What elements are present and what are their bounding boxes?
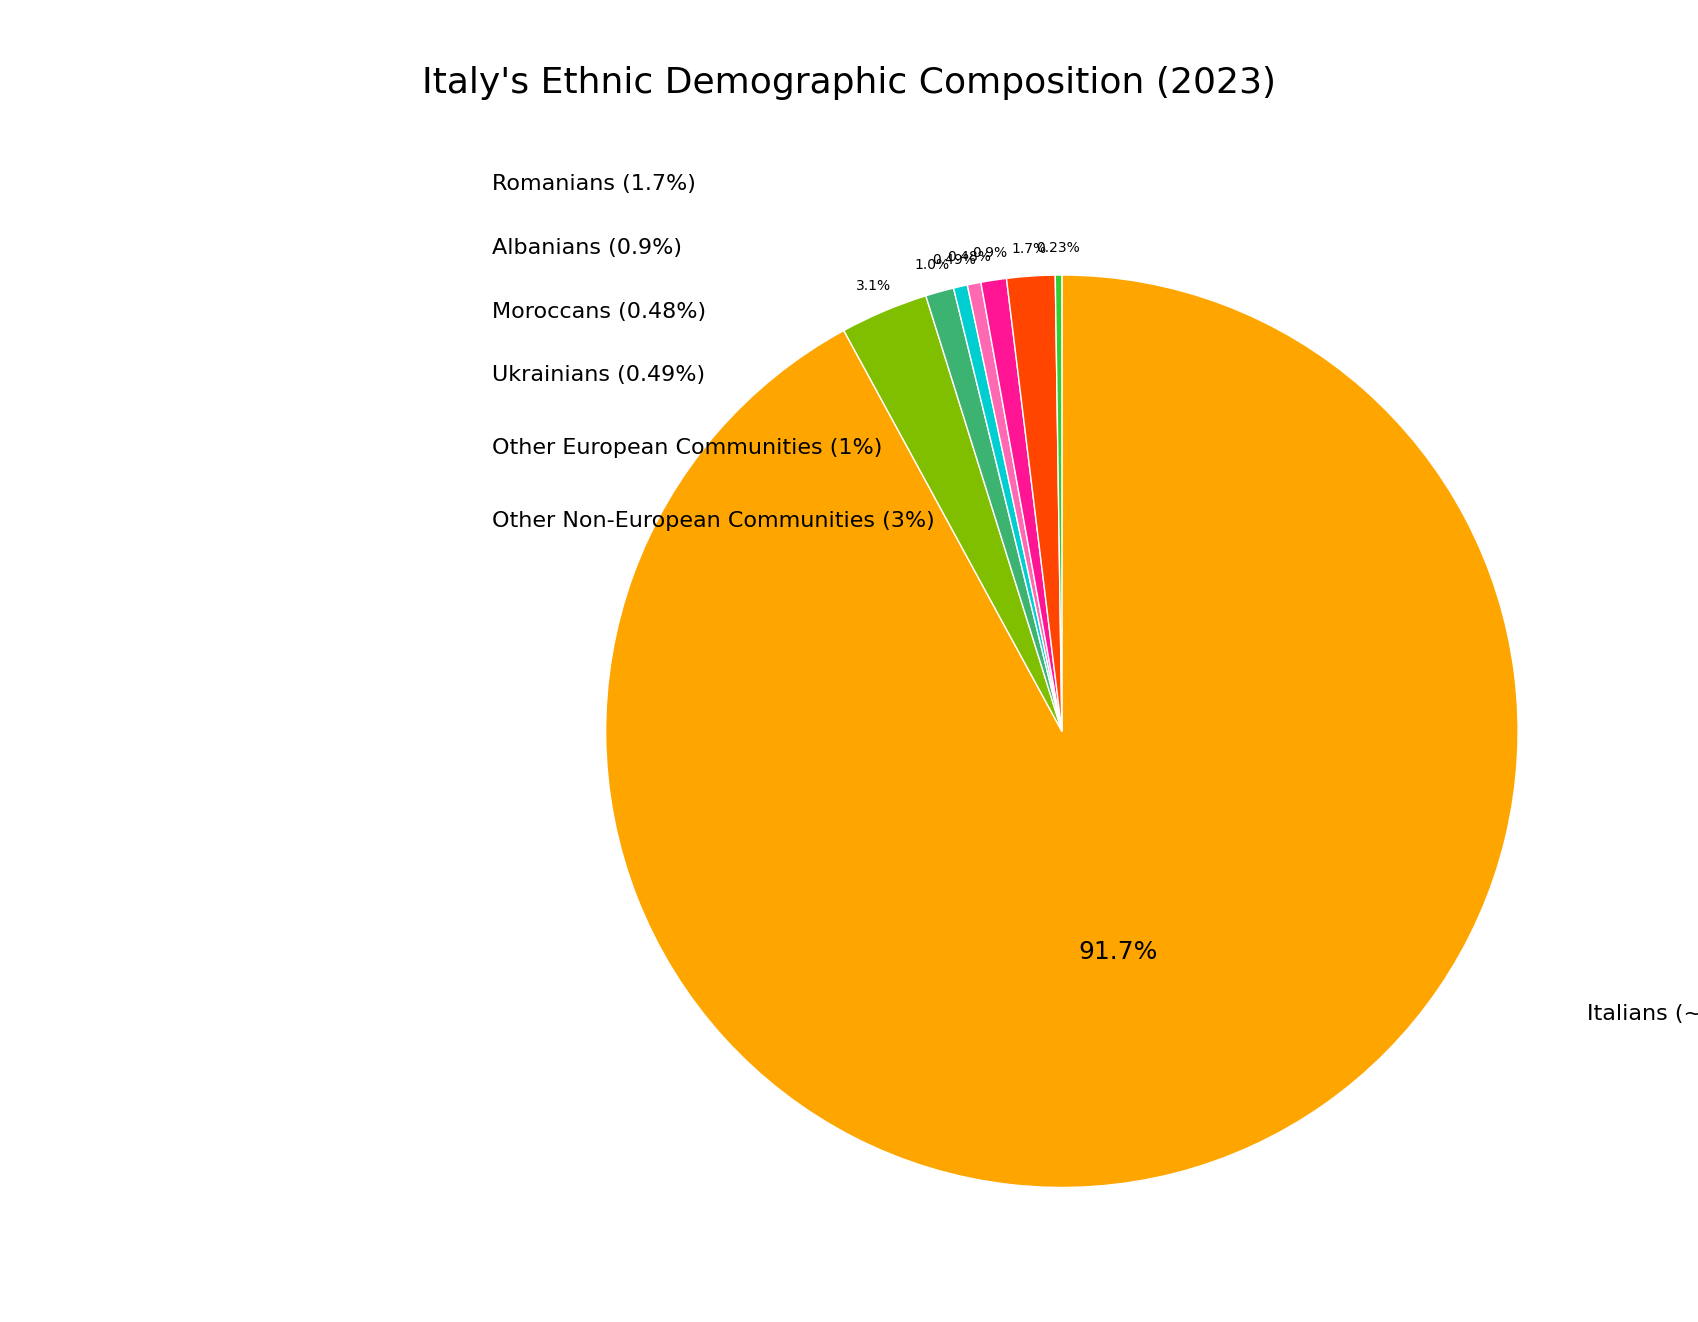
Text: 1.0%: 1.0%	[914, 258, 949, 272]
Wedge shape	[1054, 275, 1061, 731]
Wedge shape	[980, 279, 1061, 731]
Text: 0.48%: 0.48%	[946, 250, 990, 263]
Wedge shape	[953, 286, 1061, 731]
Wedge shape	[966, 283, 1061, 731]
Wedge shape	[844, 296, 1061, 731]
Text: Other European Communities (1%): Other European Communities (1%)	[491, 439, 881, 459]
Text: Italians (~90%): Italians (~90%)	[1586, 1005, 1698, 1025]
Text: 0.49%: 0.49%	[932, 253, 976, 267]
Text: 1.7%: 1.7%	[1010, 242, 1046, 255]
Text: 0.9%: 0.9%	[971, 246, 1007, 260]
Text: Moroccans (0.48%): Moroccans (0.48%)	[491, 301, 705, 321]
Text: Albanians (0.9%): Albanians (0.9%)	[491, 238, 681, 258]
Wedge shape	[925, 288, 1061, 731]
Text: Romanians (1.7%): Romanians (1.7%)	[491, 173, 694, 194]
Text: Italy's Ethnic Demographic Composition (2023): Italy's Ethnic Demographic Composition (…	[423, 66, 1275, 100]
Text: 3.1%: 3.1%	[856, 279, 890, 293]
Wedge shape	[604, 275, 1518, 1187]
Text: Other Non-European Communities (3%): Other Non-European Communities (3%)	[491, 512, 934, 531]
Text: 91.7%: 91.7%	[1078, 940, 1156, 964]
Wedge shape	[1005, 275, 1061, 731]
Text: 0.23%: 0.23%	[1036, 241, 1080, 255]
Text: Ukrainians (0.49%): Ukrainians (0.49%)	[491, 365, 705, 386]
